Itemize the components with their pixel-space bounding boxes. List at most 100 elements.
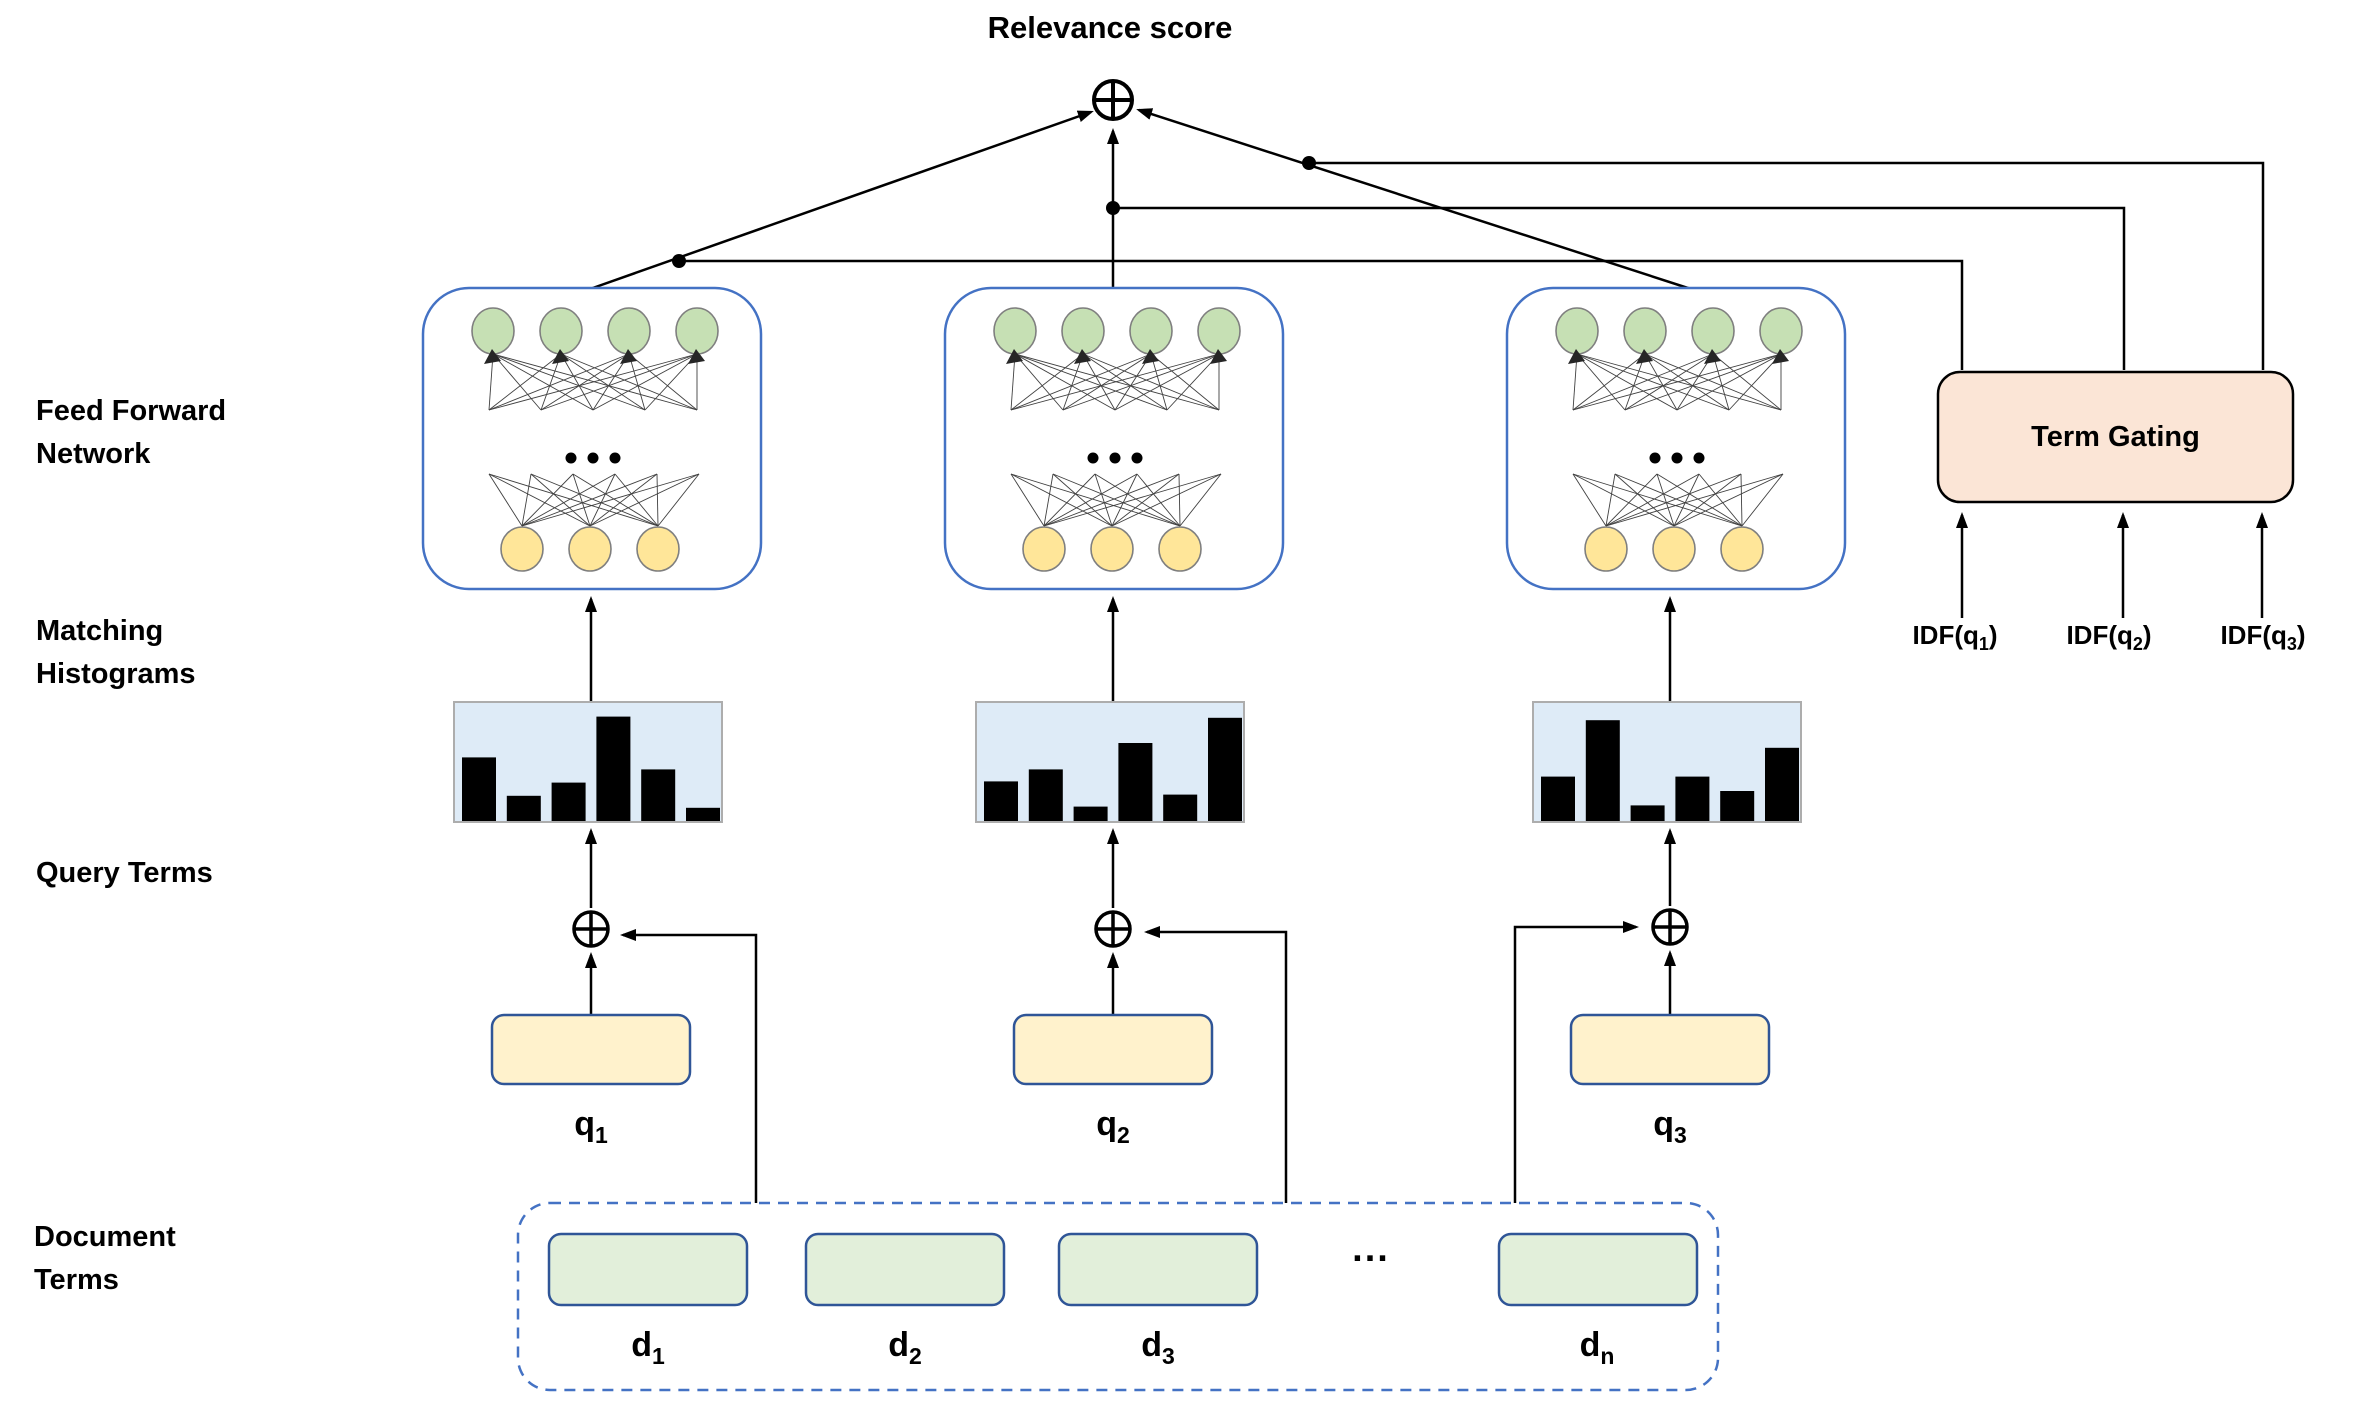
gate1-connector (679, 259, 1964, 370)
sum1-icon (572, 910, 610, 948)
green-neuron (1691, 307, 1735, 355)
document-term-boxes (547, 1232, 1699, 1307)
term-gating-label: Term Gating (2031, 420, 2200, 453)
green-neuron (1623, 307, 1667, 355)
histogram-bar (1630, 805, 1665, 821)
histogram-bar (1208, 717, 1242, 821)
document-ellipsis: ... (1352, 1228, 1390, 1270)
neuron-arrowhead (1074, 349, 1091, 364)
doc-to-sum3-connector (1513, 921, 1639, 1203)
gate3-connector (1309, 161, 2265, 370)
green-neuron (1759, 307, 1803, 355)
neuron-arrowhead (1772, 349, 1789, 364)
ffn-ellipsis-dot (1671, 452, 1683, 464)
ffn-ellipsis-dot (1109, 452, 1121, 464)
histogram-box-3 (1532, 701, 1802, 823)
doc-box-1 (547, 1232, 749, 1307)
document-terms-label: Document Terms (34, 1216, 176, 1302)
hist-label-line1: Matching (36, 615, 164, 647)
term-gating-box (1936, 370, 2295, 504)
histogram-bar (462, 757, 496, 821)
yellow-neuron (1158, 526, 1202, 572)
doc-term-label-d1: d1 (631, 1326, 665, 1369)
neuron-arrowhead (484, 349, 501, 364)
histogram-bar (1720, 791, 1755, 821)
junction-dot-1 (672, 254, 686, 268)
feed-forward-network-label: Feed Forward Network (36, 390, 226, 476)
ffn-box-3 (1505, 286, 1847, 591)
yellow-neuron (1090, 526, 1134, 572)
histogram-bar (551, 782, 586, 821)
junction-dot-2 (1106, 201, 1120, 215)
doc-label-line1: Document (34, 1221, 176, 1253)
neuron-arrowhead (1210, 349, 1227, 364)
sum3-icon (1651, 908, 1689, 946)
histogram-bar (1765, 747, 1799, 821)
histogram-bar (686, 807, 720, 821)
doc-term-label-d3: d3 (1141, 1326, 1175, 1369)
query-term-label-q3: q3 (1653, 1105, 1687, 1148)
idf-q2-label: IDF(q2) (2066, 620, 2152, 655)
yellow-neuron (1720, 526, 1764, 572)
doc-label-line2: Terms (34, 1263, 119, 1296)
histogram-box-1 (453, 701, 723, 823)
histogram-bar (596, 716, 631, 821)
sum2-icon (1094, 910, 1132, 948)
doc-box-2 (804, 1232, 1006, 1307)
histogram-boxes (453, 701, 1802, 823)
green-neuron (471, 307, 515, 355)
ffn-ellipsis-dot (587, 452, 599, 464)
neuron-arrowhead (552, 349, 569, 364)
histogram-bar (1541, 776, 1575, 821)
neuron-arrowhead (1636, 349, 1653, 364)
neuron-arrowhead (688, 349, 705, 364)
ffn-to-sum-connectors (589, 108, 2265, 370)
histogram-series-2 (984, 717, 1242, 821)
query-term-label-q1: q1 (574, 1105, 608, 1148)
histogram-bar (1675, 776, 1710, 821)
histogram-bar (1163, 794, 1198, 821)
doc-term-label-d2: d2 (888, 1326, 922, 1369)
neuron-arrowhead (1704, 349, 1721, 364)
histogram-bar (1028, 769, 1063, 821)
junction-dot-3 (1302, 156, 1316, 170)
matching-histograms-label: Matching Histograms (36, 610, 196, 696)
relevance-score-title: Relevance score (987, 10, 1233, 45)
query-term-label-q2: q2 (1096, 1105, 1130, 1148)
ffn-internal-3 (1555, 307, 1803, 572)
ffn-boxes (421, 286, 1847, 591)
green-neuron (993, 307, 1037, 355)
green-neuron (1129, 307, 1173, 355)
doc-to-sum2-connector (1144, 926, 1288, 1203)
relevance-sum-icon (1092, 79, 1134, 121)
yellow-neuron (636, 526, 680, 572)
neuron-arrowhead (1568, 349, 1585, 364)
ffn-box-2 (943, 286, 1285, 591)
yellow-neuron (568, 526, 612, 572)
histogram-bars (462, 716, 1799, 821)
histogram-box-2 (975, 701, 1245, 823)
histogram-bar (984, 781, 1018, 821)
ffn-internal-2 (993, 307, 1241, 572)
idf-q3-label: IDF(q3) (2220, 620, 2306, 655)
ffn-internal-1 (471, 307, 719, 572)
green-neuron (539, 307, 583, 355)
neuron-arrowhead (1142, 349, 1159, 364)
histogram-bar (1585, 720, 1620, 821)
ffn-neuron-layers (471, 307, 1803, 572)
green-neuron (1555, 307, 1599, 355)
hist-label-line2: Histograms (36, 657, 196, 690)
ffn3-to-sum-line (1136, 108, 1692, 291)
idf-input-arrows (1956, 512, 2268, 618)
histogram-bar (641, 769, 676, 821)
yellow-neuron (1022, 526, 1066, 572)
ffn-label-line1: Feed Forward (36, 395, 227, 427)
gate2-connector (1113, 206, 2126, 370)
ffn-ellipsis-dot (1693, 452, 1705, 464)
query-box-2 (1012, 1013, 1214, 1086)
term-sum-icons (572, 908, 1689, 948)
neuron-arrowhead (620, 349, 637, 364)
histogram-series-1 (462, 716, 720, 821)
ffn-label-line2: Network (36, 437, 151, 470)
